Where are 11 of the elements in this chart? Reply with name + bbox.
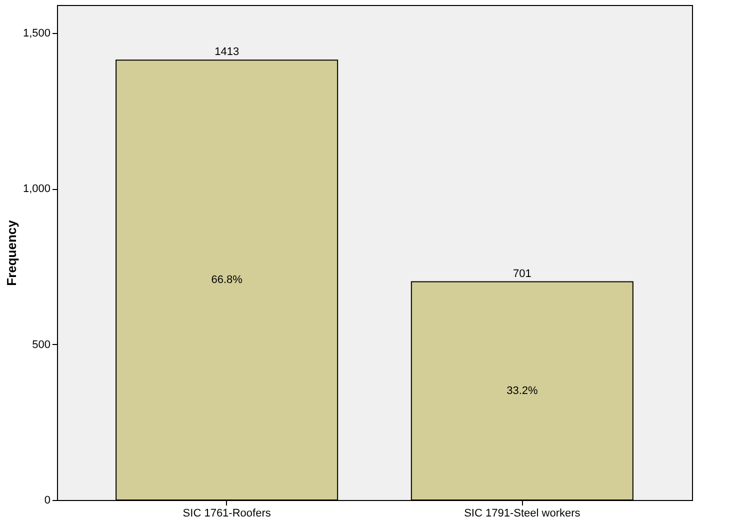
y-axis-title: Frequency — [4, 219, 19, 286]
annotation: 66.8% — [211, 274, 243, 286]
y-tick-label: 1,000 — [22, 183, 50, 196]
data-label: 1413 — [214, 46, 240, 58]
x-tick-label: SIC 1761-Roofers — [182, 508, 272, 520]
y-tick-label: 500 — [32, 338, 50, 351]
y-tick-label: 1,500 — [22, 28, 50, 40]
x-tick-label: SIC 1791-Steel workers — [464, 508, 581, 520]
y-tick-label: 0 — [44, 494, 50, 506]
data-label: 701 — [512, 268, 532, 280]
annotation: 33.2% — [506, 384, 538, 397]
